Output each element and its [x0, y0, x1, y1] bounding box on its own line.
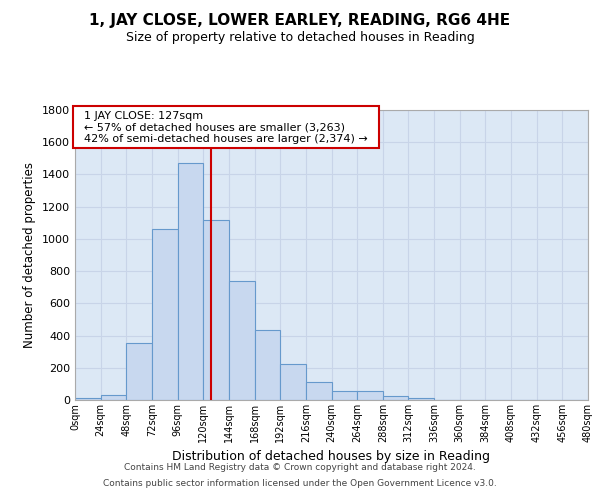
Bar [178, 163, 203, 400]
Bar [409, 398, 434, 400]
Bar [254, 330, 280, 400]
Text: 1 JAY CLOSE: 127sqm
  ← 57% of detached houses are smaller (3,263)
  42% of semi: 1 JAY CLOSE: 127sqm ← 57% of detached ho… [77, 111, 375, 144]
Bar [229, 281, 254, 400]
Bar [306, 382, 331, 400]
Bar [101, 395, 127, 400]
Bar [203, 220, 229, 400]
Bar [280, 364, 306, 400]
X-axis label: Distribution of detached houses by size in Reading: Distribution of detached houses by size … [173, 450, 491, 464]
Text: 1, JAY CLOSE, LOWER EARLEY, READING, RG6 4HE: 1, JAY CLOSE, LOWER EARLEY, READING, RG6… [89, 12, 511, 28]
Text: Contains public sector information licensed under the Open Government Licence v3: Contains public sector information licen… [103, 478, 497, 488]
Bar [357, 391, 383, 400]
Bar [75, 398, 101, 400]
Bar [152, 229, 178, 400]
Text: Contains HM Land Registry data © Crown copyright and database right 2024.: Contains HM Land Registry data © Crown c… [124, 464, 476, 472]
Bar [331, 391, 357, 400]
Bar [383, 396, 409, 400]
Bar [127, 343, 152, 400]
Text: Size of property relative to detached houses in Reading: Size of property relative to detached ho… [125, 31, 475, 44]
Y-axis label: Number of detached properties: Number of detached properties [23, 162, 37, 348]
